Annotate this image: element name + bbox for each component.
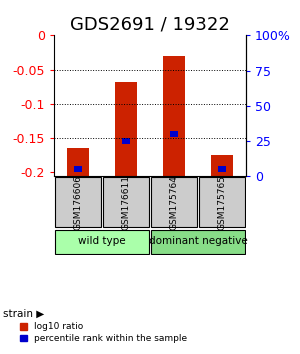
FancyBboxPatch shape <box>151 177 197 228</box>
Text: GSM175764: GSM175764 <box>169 175 178 230</box>
Bar <box>67 148 89 176</box>
Text: GSM176606: GSM176606 <box>74 175 82 230</box>
Text: GSM176611: GSM176611 <box>122 175 130 230</box>
Text: dominant negative: dominant negative <box>148 236 248 246</box>
FancyBboxPatch shape <box>55 177 101 228</box>
FancyBboxPatch shape <box>199 177 245 228</box>
Legend: log10 ratio, percentile rank within the sample: log10 ratio, percentile rank within the … <box>20 322 187 343</box>
Title: GDS2691 / 19322: GDS2691 / 19322 <box>70 16 230 34</box>
Bar <box>115 82 137 176</box>
FancyBboxPatch shape <box>151 230 245 253</box>
FancyBboxPatch shape <box>55 230 149 253</box>
FancyBboxPatch shape <box>218 166 226 172</box>
FancyBboxPatch shape <box>103 177 149 228</box>
Text: GSM175765: GSM175765 <box>218 175 226 230</box>
FancyBboxPatch shape <box>170 131 178 137</box>
FancyBboxPatch shape <box>122 138 130 144</box>
FancyBboxPatch shape <box>74 166 82 172</box>
Text: wild type: wild type <box>78 236 126 246</box>
Bar <box>163 56 185 176</box>
Bar <box>211 155 233 176</box>
Text: strain ▶: strain ▶ <box>3 308 44 318</box>
